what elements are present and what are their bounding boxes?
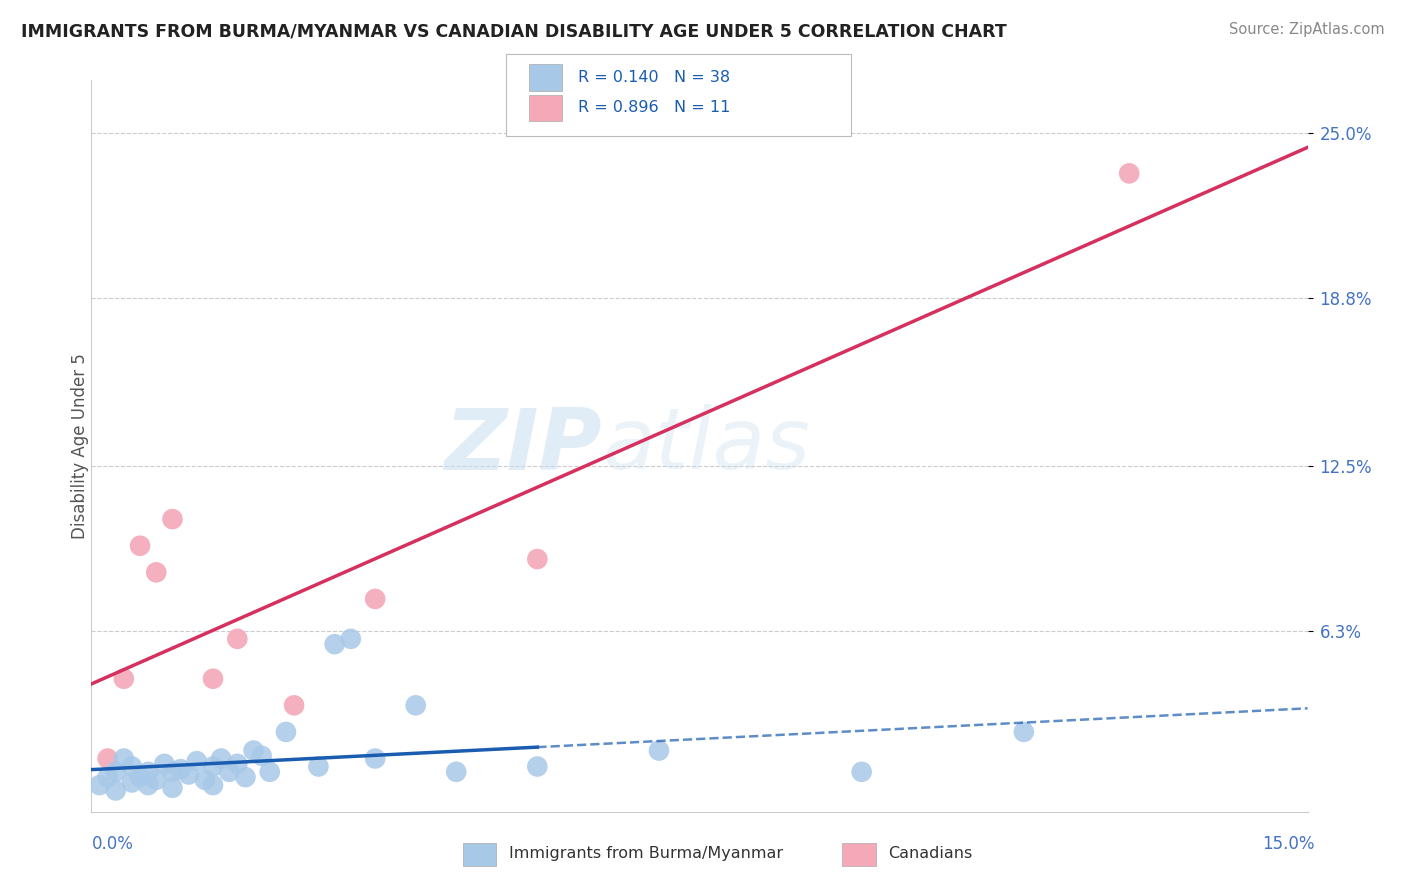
Point — [136, 778, 159, 792]
Point — [169, 762, 191, 776]
Point — [323, 637, 346, 651]
Text: atlas: atlas — [602, 404, 810, 488]
Point — [526, 759, 548, 773]
Point — [307, 759, 329, 773]
Point — [112, 672, 135, 686]
Point — [259, 764, 281, 779]
Point — [202, 672, 225, 686]
Point — [104, 783, 127, 797]
Point — [162, 512, 184, 526]
Point — [162, 764, 184, 779]
Text: 0.0%: 0.0% — [91, 835, 134, 853]
Point — [177, 767, 200, 781]
Point — [283, 698, 305, 713]
Point — [145, 566, 167, 580]
Point — [1118, 166, 1140, 180]
Point — [648, 743, 671, 757]
Point — [340, 632, 363, 646]
Point — [242, 743, 264, 757]
Point — [112, 751, 135, 765]
Point — [202, 778, 225, 792]
Point — [162, 780, 184, 795]
Point — [89, 778, 111, 792]
Text: Canadians: Canadians — [889, 847, 973, 861]
Point — [153, 756, 176, 771]
Text: R = 0.140   N = 38: R = 0.140 N = 38 — [578, 70, 730, 85]
Point — [202, 759, 225, 773]
Point — [121, 759, 143, 773]
Point — [226, 756, 249, 771]
Point — [250, 748, 273, 763]
Point — [97, 770, 120, 784]
Point — [186, 754, 208, 768]
Point — [209, 751, 232, 765]
Point — [129, 770, 152, 784]
Point — [274, 725, 297, 739]
Text: Source: ZipAtlas.com: Source: ZipAtlas.com — [1229, 22, 1385, 37]
Point — [444, 764, 467, 779]
Point — [364, 751, 387, 765]
Text: ZIP: ZIP — [444, 404, 602, 488]
Point — [121, 775, 143, 789]
Text: Immigrants from Burma/Myanmar: Immigrants from Burma/Myanmar — [509, 847, 783, 861]
Point — [405, 698, 427, 713]
Point — [851, 764, 873, 779]
Y-axis label: Disability Age Under 5: Disability Age Under 5 — [72, 353, 89, 539]
Point — [364, 591, 387, 606]
Point — [194, 772, 217, 787]
Point — [1012, 725, 1035, 739]
Point — [129, 539, 152, 553]
Point — [104, 764, 127, 779]
Text: 15.0%: 15.0% — [1263, 835, 1315, 853]
Point — [526, 552, 548, 566]
Point — [235, 770, 257, 784]
Point — [145, 772, 167, 787]
Text: IMMIGRANTS FROM BURMA/MYANMAR VS CANADIAN DISABILITY AGE UNDER 5 CORRELATION CHA: IMMIGRANTS FROM BURMA/MYANMAR VS CANADIA… — [21, 22, 1007, 40]
Point — [226, 632, 249, 646]
Text: R = 0.896   N = 11: R = 0.896 N = 11 — [578, 101, 730, 115]
Point — [97, 751, 120, 765]
Point — [136, 764, 159, 779]
Point — [218, 764, 240, 779]
